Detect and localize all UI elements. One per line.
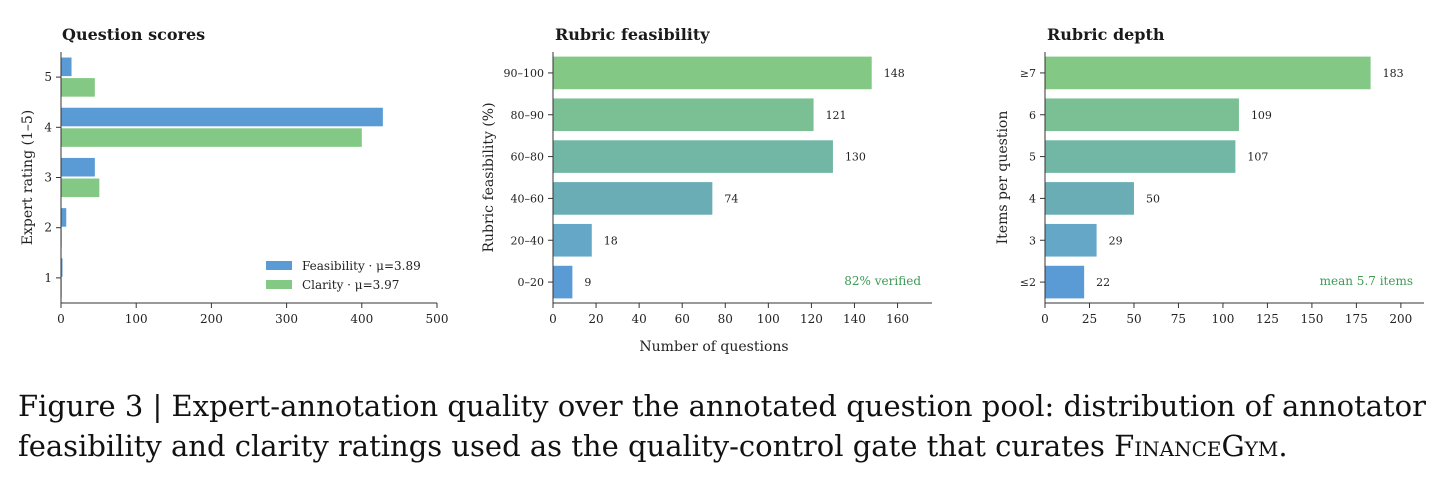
panel-2-bar-80–90 xyxy=(553,98,814,132)
panel-1-bar-feasibility-4 xyxy=(61,107,383,127)
panel-1-y-tick-5: 5 xyxy=(44,70,52,84)
panel-3-y-tick-4: 4 xyxy=(1029,192,1036,205)
panel-3-y-tick-≤2: ≤2 xyxy=(1020,276,1036,289)
panel-3-y-tick-≥7: ≥7 xyxy=(1020,67,1036,80)
panel-3-y-tick-6: 6 xyxy=(1029,109,1036,122)
panel-2-data-label-80–90: 121 xyxy=(826,109,847,122)
panel-1-y-tick-4: 4 xyxy=(44,120,52,134)
panel-1-x-tick-400: 400 xyxy=(350,312,373,326)
panel-3-x-tick-25: 25 xyxy=(1082,312,1097,326)
panel-2-x-tick-20: 20 xyxy=(588,312,603,326)
panel-2-bar-20–40 xyxy=(553,223,592,257)
panel-1-x-tick-0: 0 xyxy=(57,312,65,326)
panel-2-x-tick-0: 0 xyxy=(549,312,557,326)
panel-2-bar-0–20 xyxy=(553,265,573,299)
panel-2-annotation: 82% verified xyxy=(844,274,921,288)
panel-2-data-label-0–20: 9 xyxy=(584,276,591,289)
panel-1-x-tick-500: 500 xyxy=(426,312,449,326)
panel-1-x-tick-200: 200 xyxy=(200,312,223,326)
legend-swatch-1 xyxy=(266,261,292,270)
caption-benchmark-name: FinanceGym xyxy=(1114,429,1279,463)
panel-3-bar-4 xyxy=(1045,182,1134,215)
panel-1-title: Question scores xyxy=(62,25,205,44)
panel-3-x-tick-100: 100 xyxy=(1211,312,1234,326)
panel-2-y-tick-0–20: 0–20 xyxy=(518,276,545,289)
panel-3-x-tick-125: 125 xyxy=(1256,312,1279,326)
panel-3-data-label-≤2: 22 xyxy=(1096,276,1110,289)
panel-3-bar-≤2 xyxy=(1045,265,1085,299)
panel-1-y-label: Expert rating (1–5) xyxy=(20,110,36,245)
panel-3-x-tick-0: 0 xyxy=(1041,312,1049,326)
panel-2-x-tick-120: 120 xyxy=(800,312,823,326)
panel-2-x-tick-60: 60 xyxy=(675,312,690,326)
panel-2-bar-40–60 xyxy=(553,182,713,215)
panel-3-x-tick-50: 50 xyxy=(1126,312,1141,326)
panel-1-bar-feasibility-5 xyxy=(61,57,72,77)
panel-2-x-tick-160: 160 xyxy=(886,312,909,326)
panel-3-title: Rubric depth xyxy=(1047,25,1165,44)
caption-text: Figure 3 | Expert-annotation quality ove… xyxy=(18,389,1427,463)
panel-2-x-tick-140: 140 xyxy=(843,312,866,326)
panel-1-x-tick-100: 100 xyxy=(125,312,148,326)
panel-1-y-tick-2: 2 xyxy=(44,221,52,235)
legend-label-1: Feasibility · μ=3.89 xyxy=(302,259,421,273)
panel-3-bar-≥7 xyxy=(1045,56,1371,90)
panel-3-annotation: mean 5.7 items xyxy=(1320,274,1413,288)
panel-2-x-label: Number of questions xyxy=(639,339,788,355)
panel-3-x-tick-175: 175 xyxy=(1345,312,1368,326)
panel-3-bar-3 xyxy=(1045,223,1097,257)
panel-2-y-tick-80–90: 80–90 xyxy=(511,109,545,122)
panel-2-bar-90–100 xyxy=(553,56,872,90)
panel-3-data-label-6: 109 xyxy=(1251,109,1272,122)
panel-3-data-label-5: 107 xyxy=(1247,151,1268,164)
panel-2-y-tick-40–60: 40–60 xyxy=(511,192,545,205)
panel-3-y-tick-3: 3 xyxy=(1029,234,1036,247)
panel-1-bar-feasibility-1 xyxy=(61,258,63,277)
panel-3-x-tick-75: 75 xyxy=(1171,312,1186,326)
panel-1-bar-feasibility-2 xyxy=(61,208,67,227)
legend-swatch-2 xyxy=(266,280,292,289)
panel-1-bar-feasibility-3 xyxy=(61,157,95,177)
panel-3-bar-6 xyxy=(1045,98,1239,132)
panel-1-y-tick-1: 1 xyxy=(44,271,52,285)
panel-3-y-tick-5: 5 xyxy=(1029,151,1036,164)
panel-2-data-label-20–40: 18 xyxy=(604,234,618,247)
legend-label-2: Clarity · μ=3.97 xyxy=(302,278,399,292)
panel-1-bar-clarity-5 xyxy=(61,78,95,97)
panel-3-x-tick-150: 150 xyxy=(1300,312,1323,326)
panel-2-x-tick-100: 100 xyxy=(757,312,780,326)
panel-2-title: Rubric feasibility xyxy=(555,25,710,44)
panel-3-bar-5 xyxy=(1045,140,1236,173)
figure-caption: Figure 3 | Expert-annotation quality ove… xyxy=(18,386,1438,466)
panel-2-x-tick-40: 40 xyxy=(631,312,646,326)
panel-1-y-tick-3: 3 xyxy=(44,171,52,185)
panel-1-bar-clarity-3 xyxy=(61,178,100,198)
panel-2-bar-60–80 xyxy=(553,140,833,173)
panel-3-x-tick-200: 200 xyxy=(1389,312,1412,326)
panel-2-data-label-90–100: 148 xyxy=(884,67,905,80)
panel-2-data-label-60–80: 130 xyxy=(845,151,866,164)
panel-3-y-label: Items per question xyxy=(995,111,1011,245)
panel-2-data-label-40–60: 74 xyxy=(724,192,738,205)
panel-2-x-tick-80: 80 xyxy=(718,312,733,326)
panel-2-y-label: Rubric feasibility (%) xyxy=(481,102,497,252)
panel-1-x-tick-300: 300 xyxy=(275,312,298,326)
caption-period: . xyxy=(1278,429,1288,463)
panel-3-data-label-3: 29 xyxy=(1109,234,1123,247)
panel-3-data-label-4: 50 xyxy=(1146,192,1160,205)
panel-2-y-tick-90–100: 90–100 xyxy=(504,67,545,80)
panel-3-data-label-≥7: 183 xyxy=(1383,67,1404,80)
panel-2-y-tick-20–40: 20–40 xyxy=(511,234,545,247)
panel-2-y-tick-60–80: 60–80 xyxy=(511,151,545,164)
panel-1-bar-clarity-4 xyxy=(61,128,362,147)
